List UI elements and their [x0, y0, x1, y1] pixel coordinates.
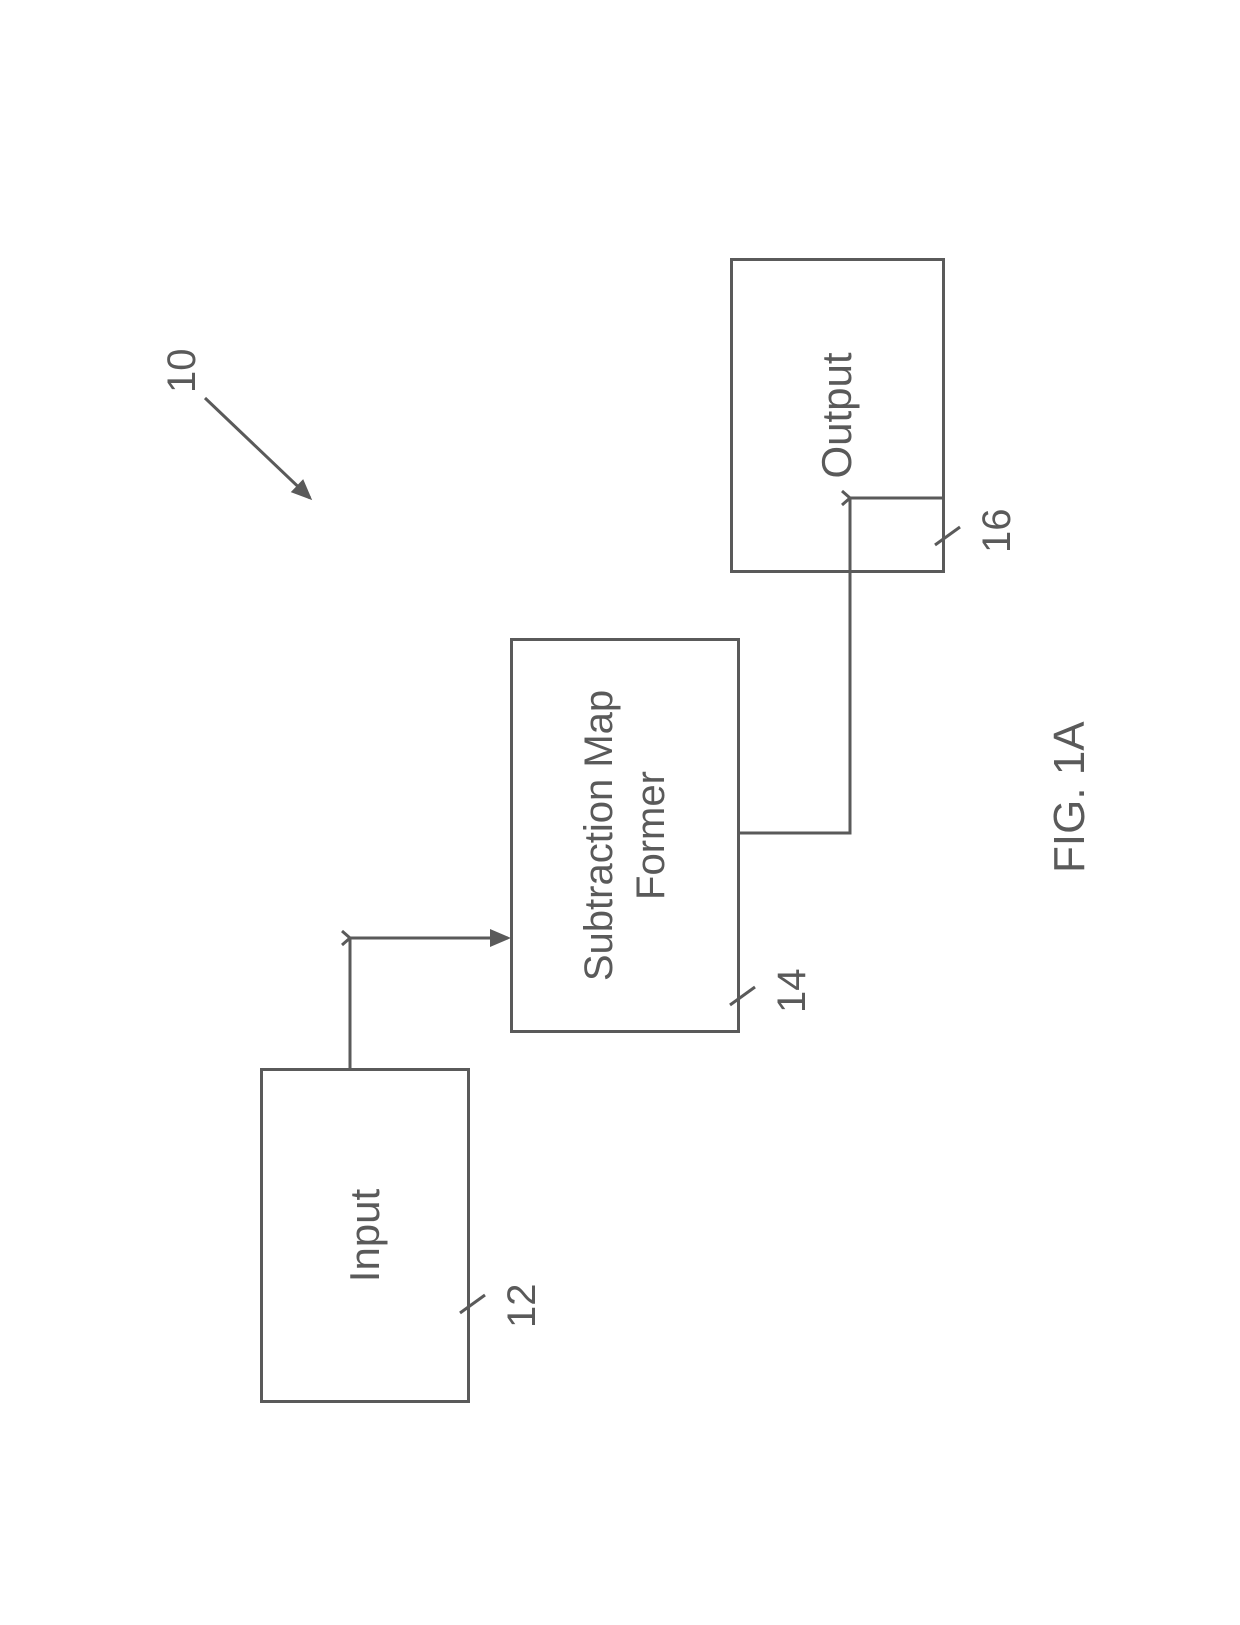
- diagram-container: 10 Input 12 Subtraction Map Former 14 Ou…: [120, 113, 1120, 1513]
- edge-former-output: [120, 113, 1120, 1513]
- figure-label: FIG. 1A: [1045, 721, 1095, 873]
